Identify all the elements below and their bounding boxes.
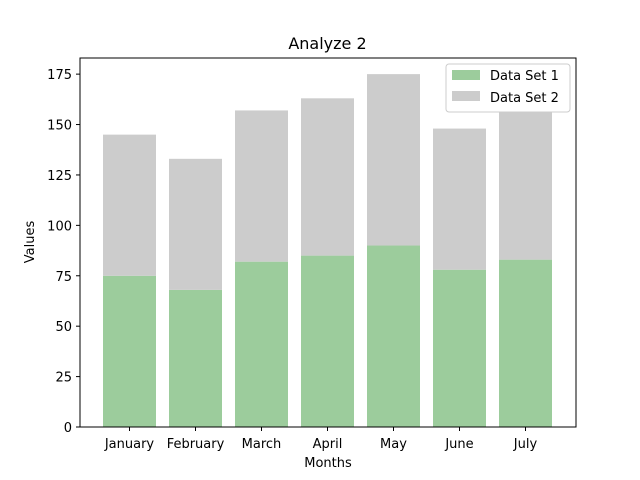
legend-label-data-set-2: Data Set 2 xyxy=(490,91,559,106)
bar-data-set-2-april xyxy=(301,98,354,256)
legend-swatch-data-set-2 xyxy=(452,91,480,101)
y-axis: 0 25 50 75 100 125 150 175 xyxy=(47,68,80,436)
y-tick-label: 0 xyxy=(64,421,72,436)
legend: Data Set 1 Data Set 2 xyxy=(445,63,571,113)
y-tick-label: 50 xyxy=(55,320,72,335)
x-tick-label: April xyxy=(313,437,343,452)
bar-data-set-1-july xyxy=(499,259,552,427)
x-tick-label: January xyxy=(104,437,155,452)
bar-data-set-2-may xyxy=(367,74,420,246)
bar-data-set-1-february xyxy=(169,289,222,427)
y-tick-label: 25 xyxy=(55,371,72,386)
x-axis-title: Months xyxy=(304,456,352,471)
x-tick-label: June xyxy=(444,437,473,452)
y-tick-label: 75 xyxy=(55,270,72,285)
bar-data-set-1-may xyxy=(367,245,420,427)
bar-data-set-2-february xyxy=(169,158,222,290)
y-tick-label: 150 xyxy=(47,119,72,134)
bar-data-set-2-march xyxy=(235,110,288,262)
bars-group xyxy=(103,74,552,427)
x-axis: January February March April May June July xyxy=(104,427,538,452)
y-axis-title: Values xyxy=(23,221,38,264)
bar-data-set-1-june xyxy=(433,269,486,427)
bar-data-set-1-march xyxy=(235,261,288,427)
bar-data-set-1-january xyxy=(103,275,156,427)
x-tick-label: March xyxy=(242,437,282,452)
legend-swatch-data-set-1 xyxy=(452,70,480,80)
y-tick-label: 125 xyxy=(47,169,72,184)
x-tick-label: May xyxy=(380,437,407,452)
y-tick-label: 175 xyxy=(47,68,72,83)
legend-label-data-set-1: Data Set 1 xyxy=(490,69,559,84)
bar-data-set-2-june xyxy=(433,128,486,270)
x-tick-label: February xyxy=(167,437,225,452)
y-tick-label: 100 xyxy=(47,219,72,234)
chart-title: Analyze 2 xyxy=(288,34,366,53)
bar-data-set-2-january xyxy=(103,134,156,276)
bar-data-set-2-july xyxy=(499,112,552,260)
bar-data-set-1-april xyxy=(301,255,354,427)
x-tick-label: July xyxy=(513,437,538,452)
